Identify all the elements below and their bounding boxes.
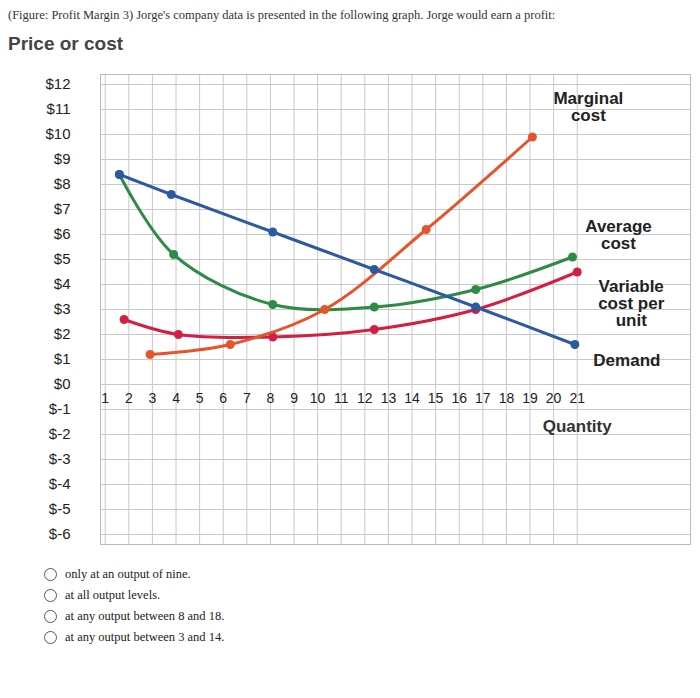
svg-text:$0: $0 — [54, 375, 71, 392]
svg-text:16: 16 — [451, 390, 467, 406]
svg-text:15: 15 — [428, 390, 444, 406]
svg-text:$5: $5 — [54, 250, 71, 267]
svg-text:12: 12 — [357, 390, 373, 406]
svg-text:$-4: $-4 — [49, 475, 71, 492]
svg-text:7: 7 — [243, 390, 251, 406]
svg-text:8: 8 — [267, 390, 275, 406]
svg-text:4: 4 — [172, 390, 180, 406]
svg-text:Marginalcost: Marginalcost — [553, 89, 623, 125]
svg-text:2: 2 — [125, 390, 133, 406]
svg-text:18: 18 — [499, 390, 515, 406]
svg-text:$-1: $-1 — [49, 400, 71, 417]
svg-text:11: 11 — [334, 390, 349, 406]
svg-text:Demand: Demand — [593, 351, 660, 370]
svg-text:21: 21 — [569, 390, 585, 406]
svg-text:$12: $12 — [45, 75, 70, 92]
svg-text:14: 14 — [404, 390, 420, 406]
html-text:only at an output of nine.: only at an output of nine. — [65, 567, 191, 581]
svg-text:$1: $1 — [54, 350, 71, 367]
svg-text:1: 1 — [101, 390, 109, 406]
html-text:(Figure: Profit Margin 3) Jorg: (Figure: Profit Margin 3) Jorge's compan… — [8, 8, 556, 22]
html-text:at all output levels.: at all output levels. — [65, 588, 161, 602]
svg-text:$-5: $-5 — [49, 500, 71, 517]
svg-text:Variablecost perunit: Variablecost perunit — [598, 277, 665, 330]
svg-text:$8: $8 — [54, 175, 71, 192]
svg-text:$3: $3 — [54, 300, 71, 317]
svg-text:$9: $9 — [54, 150, 71, 167]
svg-text:$-6: $-6 — [49, 525, 71, 542]
svg-text:$2: $2 — [54, 325, 71, 342]
svg-text:$-3: $-3 — [49, 450, 71, 467]
svg-text:17: 17 — [475, 390, 491, 406]
svg-text:$4: $4 — [54, 275, 71, 292]
svg-text:6: 6 — [219, 390, 227, 406]
html-text:at any output between 3 and 14: at any output between 3 and 14. — [65, 630, 225, 644]
svg-text:$10: $10 — [45, 125, 70, 142]
svg-text:20: 20 — [546, 390, 562, 406]
svg-text:$-2: $-2 — [49, 425, 71, 442]
svg-text:Averagecost: Averagecost — [585, 217, 651, 253]
html-text:Price or cost: Price or cost — [8, 33, 124, 54]
svg-text:$7: $7 — [54, 200, 71, 217]
svg-text:13: 13 — [381, 390, 397, 406]
svg-text:10: 10 — [310, 390, 326, 406]
html-text:at any output between 8 and 18: at any output between 8 and 18. — [65, 609, 225, 623]
svg-text:19: 19 — [522, 390, 538, 406]
svg-text:$6: $6 — [54, 225, 71, 242]
svg-text:$11: $11 — [47, 100, 71, 117]
svg-text:Quantity: Quantity — [543, 417, 612, 436]
svg-text:9: 9 — [290, 390, 298, 406]
svg-text:5: 5 — [196, 390, 204, 406]
svg-text:3: 3 — [149, 390, 157, 406]
